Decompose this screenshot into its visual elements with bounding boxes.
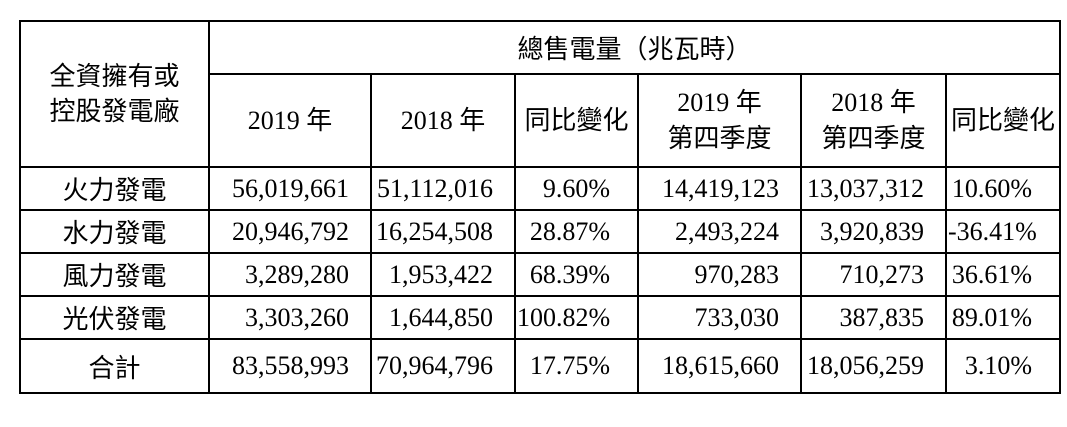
value-cell-thermal-2018-q4: 13,037,312 <box>800 166 947 211</box>
table-row-total: 合計 83,558,993 70,964,796 17.75% 18,615,6… <box>19 338 1062 394</box>
value-cell-thermal-2019-q4: 14,419,123 <box>637 166 802 211</box>
value-cell-hydro-yoy: 28.87% <box>514 209 639 254</box>
value-cell-thermal-2018: 51,112,016 <box>370 166 516 211</box>
value-cell-thermal-yoy: 9.60% <box>514 166 639 211</box>
col-header-2019: 2019 年 <box>208 73 372 168</box>
col-header-2019-q4: 2019 年 第四季度 <box>637 73 802 168</box>
value-cell-solar-2018: 1,644,850 <box>370 295 516 340</box>
col-header-yoy-annual: 同比變化 <box>514 73 639 168</box>
electricity-sales-table-wrap: 全資擁有或 控股發電廠 總售電量（兆瓦時） 2019 年 2018 年 同比變化… <box>19 20 1062 394</box>
value-cell-wind-2018: 1,953,422 <box>370 252 516 297</box>
value-cell-wind-q4-yoy: 36.61% <box>944 252 1062 297</box>
value-cell-wind-2019: 3,289,280 <box>208 252 372 297</box>
col-header-yoy-q4: 同比變化 <box>944 73 1062 168</box>
col-header-2018-q4: 2018 年 第四季度 <box>800 73 947 168</box>
row-label-solar: 光伏發電 <box>19 295 210 340</box>
value-cell-wind-2019-q4: 970,283 <box>637 252 802 297</box>
value-cell-solar-2019-q4: 733,030 <box>637 295 802 340</box>
value-cell-total-q4-yoy: 3.10% <box>944 338 1062 394</box>
value-cell-thermal-2019: 56,019,661 <box>208 166 372 211</box>
value-cell-total-2018-q4: 18,056,259 <box>800 338 947 394</box>
value-cell-wind-2018-q4: 710,273 <box>800 252 947 297</box>
value-cell-thermal-q4-yoy: 10.60% <box>944 166 1062 211</box>
row-label-hydro: 水力發電 <box>19 209 210 254</box>
span-header-total-sales: 總售電量（兆瓦時） <box>207 20 1062 75</box>
row-label-thermal: 火力發電 <box>19 166 210 211</box>
corner-header-plant: 全資擁有或 控股發電廠 <box>19 20 210 168</box>
value-cell-solar-q4-yoy: 89.01% <box>944 295 1062 340</box>
value-cell-total-yoy: 17.75% <box>514 338 639 394</box>
value-cell-hydro-q4-yoy: -36.41% <box>944 209 1062 254</box>
table-row-thermal: 火力發電 56,019,661 51,112,016 9.60% 14,419,… <box>19 166 1062 211</box>
electricity-sales-table: 全資擁有或 控股發電廠 總售電量（兆瓦時） 2019 年 2018 年 同比變化… <box>19 20 1062 394</box>
header-row-columns: 2019 年 2018 年 同比變化 2019 年 第四季度 2018 年 第四… <box>20 73 1062 168</box>
value-cell-hydro-2018-q4: 3,920,839 <box>800 209 947 254</box>
value-cell-wind-yoy: 68.39% <box>514 252 639 297</box>
value-cell-total-2018: 70,964,796 <box>370 338 516 394</box>
value-cell-hydro-2019: 20,946,792 <box>208 209 372 254</box>
table-row-hydro: 水力發電 20,946,792 16,254,508 28.87% 2,493,… <box>19 209 1062 254</box>
table-row-solar: 光伏發電 3,303,260 1,644,850 100.82% 733,030… <box>19 295 1062 340</box>
value-cell-solar-2019: 3,303,260 <box>208 295 372 340</box>
header-row-span: 全資擁有或 控股發電廠 總售電量（兆瓦時） <box>19 20 1062 168</box>
value-cell-solar-2018-q4: 387,835 <box>800 295 947 340</box>
row-label-wind: 風力發電 <box>19 252 210 297</box>
value-cell-hydro-2019-q4: 2,493,224 <box>637 209 802 254</box>
value-cell-solar-yoy: 100.82% <box>514 295 639 340</box>
value-cell-total-2019-q4: 18,615,660 <box>637 338 802 394</box>
table-row-wind: 風力發電 3,289,280 1,953,422 68.39% 970,283 … <box>19 252 1062 297</box>
col-header-2018: 2018 年 <box>370 73 516 168</box>
row-label-total: 合計 <box>19 338 210 394</box>
value-cell-hydro-2018: 16,254,508 <box>370 209 516 254</box>
value-cell-total-2019: 83,558,993 <box>208 338 372 394</box>
